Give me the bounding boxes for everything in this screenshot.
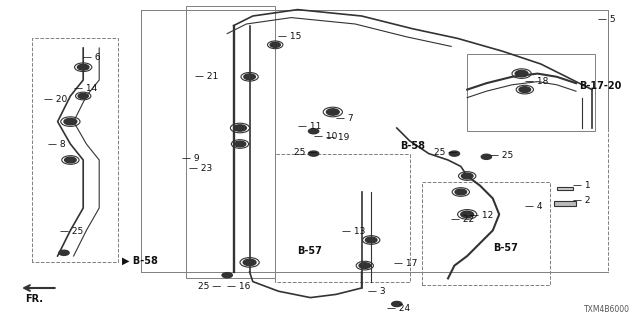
Text: — 23: — 23 bbox=[189, 164, 212, 172]
Text: — 20: — 20 bbox=[44, 95, 67, 104]
Text: B-57: B-57 bbox=[298, 246, 323, 256]
Circle shape bbox=[461, 211, 474, 218]
Text: — 15: — 15 bbox=[278, 32, 302, 41]
Circle shape bbox=[449, 151, 460, 156]
Text: — 21: — 21 bbox=[195, 72, 218, 81]
Text: — 12: — 12 bbox=[470, 212, 493, 220]
Text: — 4: — 4 bbox=[525, 202, 542, 211]
Text: — 3: — 3 bbox=[368, 287, 386, 296]
Text: 25 —: 25 — bbox=[294, 148, 317, 156]
Circle shape bbox=[65, 157, 76, 163]
Text: — 8: — 8 bbox=[48, 140, 66, 148]
Text: TXM4B6000: TXM4B6000 bbox=[584, 305, 630, 314]
Text: — 6: — 6 bbox=[83, 53, 101, 62]
Text: — 14: — 14 bbox=[74, 84, 97, 92]
FancyBboxPatch shape bbox=[557, 187, 573, 190]
FancyBboxPatch shape bbox=[554, 201, 576, 206]
Text: 25 —: 25 — bbox=[435, 148, 458, 156]
Text: — 2: — 2 bbox=[573, 196, 590, 204]
Text: — 18: — 18 bbox=[525, 77, 548, 86]
Text: — 19: — 19 bbox=[326, 133, 350, 142]
Text: B-57: B-57 bbox=[493, 243, 518, 253]
Text: — 13: — 13 bbox=[342, 228, 366, 236]
Circle shape bbox=[222, 273, 232, 278]
Text: — 22: — 22 bbox=[451, 215, 474, 224]
Circle shape bbox=[270, 42, 280, 47]
Text: — 25: — 25 bbox=[490, 151, 513, 160]
Text: — 1: — 1 bbox=[573, 181, 591, 190]
Text: — 7: — 7 bbox=[336, 114, 354, 123]
Circle shape bbox=[392, 301, 402, 307]
Circle shape bbox=[365, 237, 377, 243]
Circle shape bbox=[515, 70, 528, 77]
Text: — 11: — 11 bbox=[298, 122, 321, 131]
Circle shape bbox=[326, 109, 339, 115]
Circle shape bbox=[461, 173, 473, 179]
Text: FR.: FR. bbox=[26, 294, 44, 304]
Text: — 17: — 17 bbox=[394, 260, 417, 268]
Text: — 5: — 5 bbox=[598, 15, 616, 24]
Circle shape bbox=[64, 118, 77, 125]
Circle shape bbox=[519, 87, 531, 92]
Circle shape bbox=[455, 189, 467, 195]
Circle shape bbox=[78, 93, 88, 99]
Text: B-58: B-58 bbox=[400, 140, 425, 151]
Circle shape bbox=[359, 263, 371, 268]
Circle shape bbox=[308, 129, 319, 134]
Text: — 16: — 16 bbox=[227, 282, 251, 291]
Circle shape bbox=[77, 64, 89, 70]
Text: — 25: — 25 bbox=[60, 228, 83, 236]
Circle shape bbox=[234, 141, 246, 147]
Circle shape bbox=[244, 74, 255, 80]
Circle shape bbox=[234, 125, 246, 131]
Text: — 9: — 9 bbox=[182, 154, 200, 163]
Text: — 24: — 24 bbox=[387, 304, 410, 313]
Text: — 10: — 10 bbox=[314, 132, 337, 140]
Circle shape bbox=[243, 259, 256, 266]
Text: ▶ B-58: ▶ B-58 bbox=[122, 256, 157, 266]
Circle shape bbox=[59, 250, 69, 255]
Text: B-17-20: B-17-20 bbox=[579, 81, 621, 92]
Text: 25 —: 25 — bbox=[198, 282, 221, 291]
Circle shape bbox=[308, 151, 319, 156]
Circle shape bbox=[481, 154, 492, 159]
